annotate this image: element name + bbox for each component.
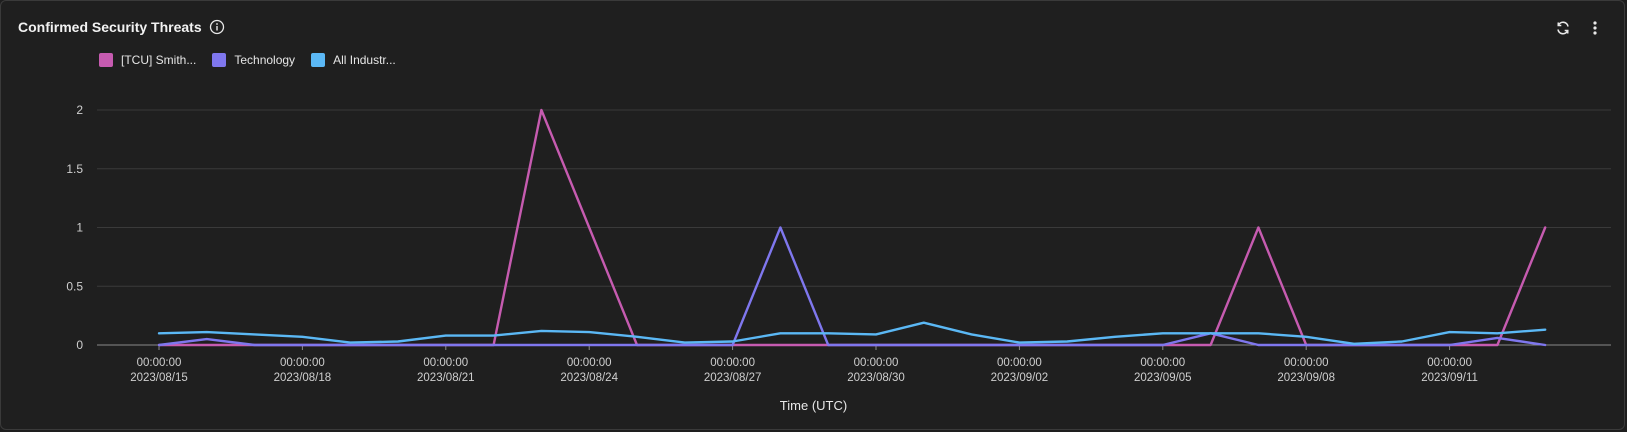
x-tick-time: 00:00:00 [997, 357, 1042, 369]
x-axis-title: Time (UTC) [779, 398, 848, 413]
legend-swatch [311, 53, 326, 67]
x-tick-time: 00:00:00 [1284, 357, 1329, 369]
legend-item-technology[interactable]: Technology [212, 53, 295, 67]
x-tick-date: 2023/08/24 [560, 372, 618, 384]
y-tick-label: 2 [76, 103, 83, 117]
x-tick-time: 00:00:00 [1427, 357, 1472, 369]
legend-label: [TCU] Smith... [121, 53, 197, 67]
x-tick-date: 2023/09/11 [1421, 372, 1478, 384]
title-row: Confirmed Security Threats [18, 19, 225, 35]
y-tick-label: 1.5 [66, 162, 83, 176]
x-tick-time: 00:00:00 [710, 357, 755, 369]
series-line-2 [157, 321, 1547, 345]
chart-legend: [TCU] Smith... Technology All Industr... [99, 53, 396, 67]
x-tick-time: 00:00:00 [137, 357, 182, 369]
panel-toolbar [1554, 19, 1604, 37]
x-tick-time: 00:00:00 [1140, 357, 1185, 369]
x-tick-date: 2023/09/05 [1134, 372, 1192, 384]
x-tick-date: 2023/08/15 [130, 372, 188, 384]
x-tick-time: 00:00:00 [280, 357, 325, 369]
legend-label: All Industr... [333, 53, 396, 67]
x-tick-date: 2023/08/18 [274, 372, 332, 384]
x-tick-time: 00:00:00 [423, 357, 468, 369]
x-tick-time: 00:00:00 [854, 357, 899, 369]
more-vertical-icon[interactable] [1586, 19, 1604, 37]
x-tick-date: 2023/08/30 [847, 372, 905, 384]
x-tick-time: 00:00:00 [567, 357, 612, 369]
x-tick-date: 2023/09/02 [991, 372, 1049, 384]
refresh-icon[interactable] [1554, 19, 1572, 37]
legend-swatch [212, 53, 227, 67]
legend-swatch [99, 53, 113, 67]
y-tick-label: 1 [76, 221, 83, 235]
x-tick-date: 2023/09/08 [1277, 372, 1335, 384]
y-tick-label: 0.5 [66, 279, 83, 293]
x-tick-date: 2023/08/21 [417, 372, 475, 384]
chart-title: Confirmed Security Threats [18, 19, 202, 35]
info-icon[interactable] [209, 19, 225, 35]
legend-label: Technology [234, 53, 296, 67]
x-tick-date: 2023/08/27 [704, 372, 762, 384]
legend-item-tcu[interactable]: [TCU] Smith... [99, 53, 196, 67]
legend-item-all-industries[interactable]: All Industr... [311, 53, 396, 67]
y-tick-label: 0 [76, 338, 83, 352]
series-line-1 [157, 226, 1547, 347]
